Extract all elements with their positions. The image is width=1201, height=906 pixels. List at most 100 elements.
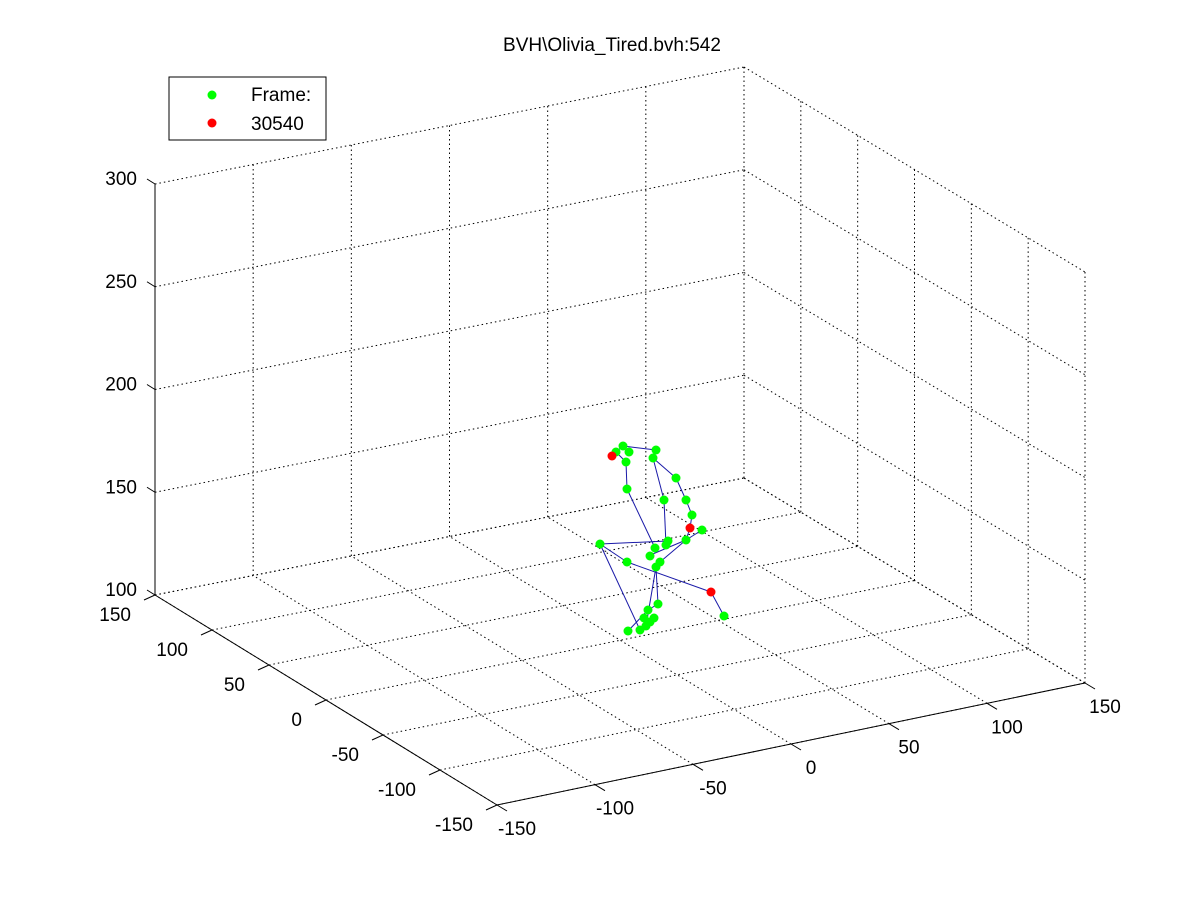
bone-segment [599,540,669,545]
grid-line-floor-y [325,580,915,701]
bone-segment [655,566,659,605]
grid-line-floor-y [268,545,858,666]
y-tick-mark [314,699,327,706]
grid-line-side-z [743,272,1086,478]
joint-point [649,613,659,623]
joint-point [659,495,669,505]
legend-label-frame: Frame: [251,85,311,106]
x-tick-label: 50 [898,738,919,759]
x-tick-label: -50 [699,778,726,799]
bone-segment [652,457,677,479]
end-effector-point [685,523,695,533]
grid-line-floor-y [382,614,972,736]
joint-point [650,543,660,553]
y-tick-label: -150 [435,815,473,836]
y-tick-mark [428,769,441,776]
x-tick-mark [692,763,704,771]
joint-point [653,599,663,609]
end-effector-point [607,451,617,461]
grid-line-side-z [743,66,1086,273]
joint-point [618,441,628,451]
grid-line-back-z [154,477,745,596]
joint-point [622,484,632,494]
y-tick-label: 0 [291,710,302,731]
joint-point [663,536,673,546]
x-tick-mark [888,723,900,731]
legend: Frame: 30540 [168,76,327,141]
y-tick-label: -100 [378,780,416,801]
x-tick-mark [594,784,606,792]
z-tick-label: 250 [105,272,137,293]
joint-point [687,510,697,520]
bone-segment [599,543,641,631]
grid-line-side-z [743,374,1086,581]
grid-line-back-z [154,272,745,390]
grid [154,66,1086,806]
y-tick-mark [200,629,213,636]
y-tick-label: 150 [99,605,131,626]
legend-marker-frame [207,90,217,100]
y-tick-mark [257,664,270,671]
z-tick-mark [146,589,156,596]
x-tick-mark [986,702,998,710]
grid-line-back-z [154,374,745,493]
y-tick-label: 50 [224,675,245,696]
joint-point [681,495,691,505]
joint-point [651,445,661,455]
chart-title: BVH\Olivia_Tired.bvh:542 [503,35,721,56]
joint-point [671,473,681,483]
y-tick-mark [485,804,498,811]
y-tick-mark [371,734,384,741]
z-tick-label: 200 [105,375,137,396]
bone-segment [599,543,628,563]
joint-point [595,539,605,549]
joint-point [643,605,653,615]
x-tick-label: 0 [806,758,817,779]
x-tick-mark [790,743,802,751]
joint-point [635,625,645,635]
joint-point [651,562,661,572]
bone-segment [627,609,649,632]
joint-point [621,457,631,467]
grid-line-floor-y [211,511,801,631]
y-tick-mark [143,594,156,601]
joint-point [623,626,633,636]
grid-line-floor-x [351,555,694,765]
joint-point [622,557,632,567]
z-tick-mark [146,281,156,288]
z-tick-mark [146,178,156,185]
z-tick-label: 150 [105,477,137,498]
grid-line-floor-y [439,648,1029,771]
y-tick-label: 100 [156,640,188,661]
joint-point [648,453,658,463]
bone-segment [652,457,665,501]
z-tick-label: 100 [105,580,137,601]
x-tick-label: 150 [1089,697,1121,718]
bone-segment [710,591,725,617]
joint-point [719,611,729,621]
joint-point [697,525,707,535]
legend-box [168,76,327,141]
y-tick-label: -50 [332,745,359,766]
bone-segment [625,461,628,490]
end-effector-point [706,587,716,597]
grid-line-back-z [154,169,745,288]
bone-segment [626,561,712,593]
grid-line-side-z [743,477,1086,684]
x-tick-mark [496,804,508,812]
bone-segment [659,539,687,563]
x-tick-label: 100 [991,717,1023,738]
bone-segment [622,445,657,451]
x-tick-mark [1084,682,1096,690]
grid-line-side-z [743,169,1086,376]
grid-line-back-z [154,66,745,185]
joint-point [681,535,691,545]
z-tick-label: 300 [105,169,137,190]
x-tick-label: -100 [596,799,634,820]
legend-label-30540: 30540 [251,114,304,135]
joint-point [624,447,634,457]
tick-labels: 100150200250300-150-100-50050100150-150-… [99,169,1121,840]
grid-line-floor-x [449,536,792,745]
